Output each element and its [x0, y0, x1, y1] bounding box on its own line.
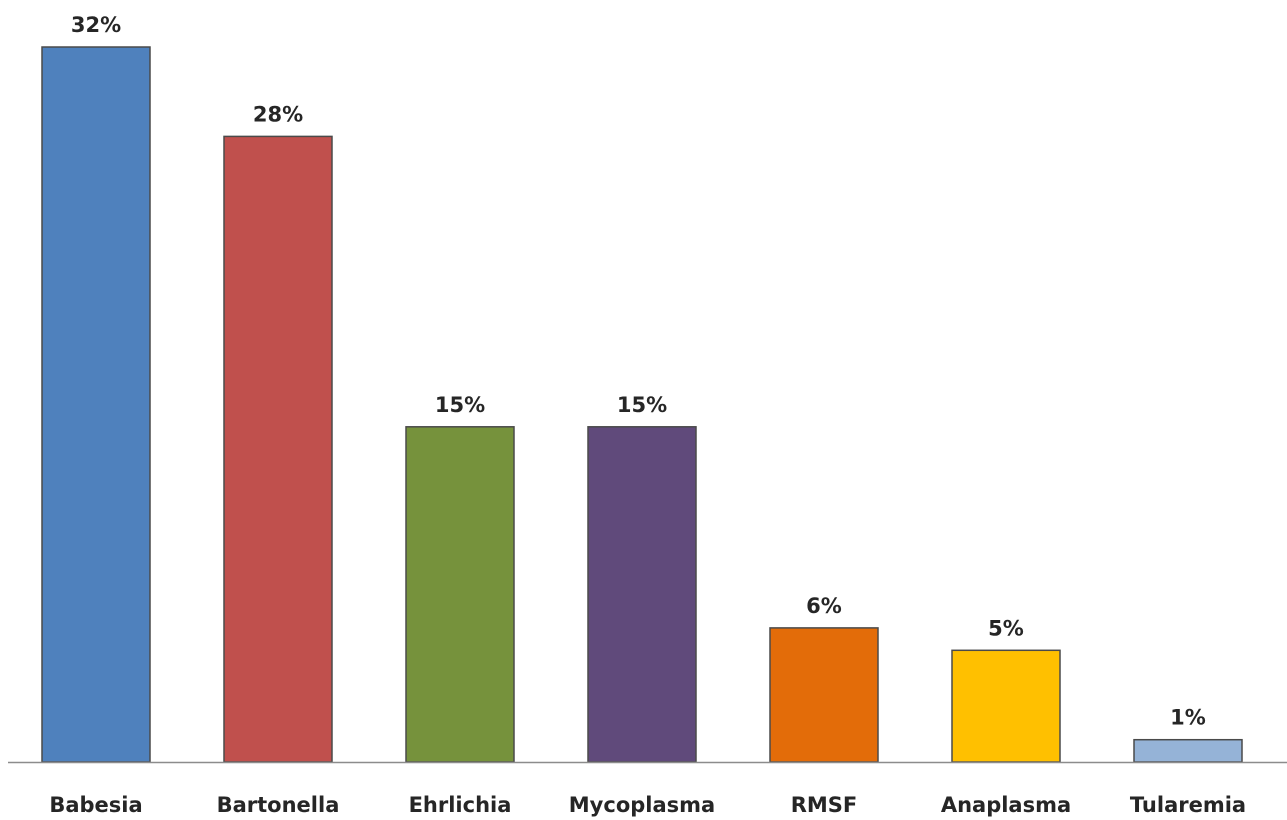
category-label-mycoplasma: Mycoplasma — [569, 793, 715, 817]
data-label-mycoplasma: 15% — [617, 393, 667, 417]
data-label-babesia: 32% — [71, 13, 121, 37]
bar-mycoplasma — [587, 426, 697, 763]
data-label-rmsf: 6% — [806, 594, 842, 618]
data-label-ehrlichia: 15% — [435, 393, 485, 417]
category-label-babesia: Babesia — [49, 793, 142, 817]
data-label-tularemia: 1% — [1170, 706, 1206, 730]
data-label-bartonella: 28% — [253, 102, 303, 126]
category-label-tularemia: Tularemia — [1130, 793, 1246, 817]
bar-babesia — [41, 46, 151, 763]
bars-group — [41, 46, 1243, 763]
bar-tularemia — [1133, 738, 1243, 763]
bar-anaplasma — [951, 649, 1061, 763]
data-labels-group: 32% 28% 15% 15% 6% 5% 1% — [71, 13, 1206, 730]
category-label-bartonella: Bartonella — [217, 793, 340, 817]
bar-rmsf — [769, 627, 879, 763]
data-label-anaplasma: 5% — [988, 616, 1024, 640]
category-label-anaplasma: Anaplasma — [941, 793, 1071, 817]
category-labels-group: Babesia Bartonella Ehrlichia Mycoplasma RMSF… — [49, 793, 1246, 817]
category-label-ehrlichia: Ehrlichia — [409, 793, 512, 817]
category-label-rmsf: RMSF — [791, 793, 858, 817]
bar-bartonella — [223, 135, 333, 763]
bar-ehrlichia — [405, 426, 515, 763]
